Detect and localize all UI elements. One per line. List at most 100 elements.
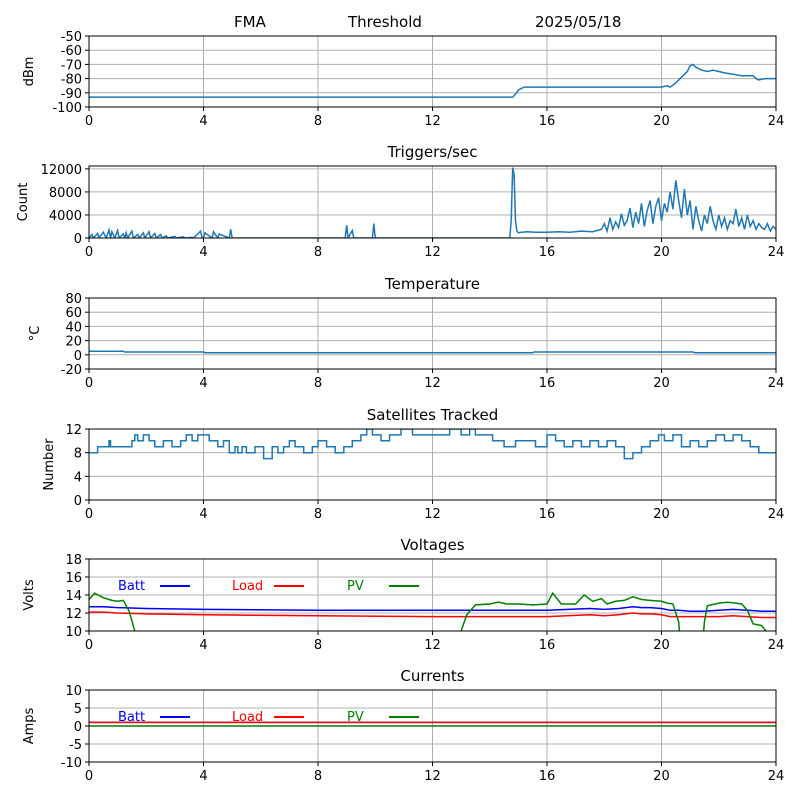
y-tick-label: 0 [74,349,82,364]
x-tick-label: 4 [199,769,207,784]
y-tick-label: 0 [74,232,82,247]
y-tick-label: 5 [74,702,82,717]
chart-panel-3: 0 4 8 12 16 20 24 0 4 8 12 Satellites Tracked Number [42,406,784,522]
y-tick-label: -50 [61,30,82,45]
x-tick-label: 24 [768,114,785,129]
y-tick-label: 8000 [49,186,82,201]
series-line-0 [89,63,776,98]
chart-panel-5: 0 4 8 12 16 20 24 -10 -5 0 5 10 Currents Amps Batt Load… [22,667,784,784]
x-tick-label: 8 [314,507,322,522]
x-tick-label: 0 [85,769,93,784]
y-tick-label: 16 [65,571,82,586]
y-tick-label: 4000 [49,209,82,224]
panel-title: Satellites Tracked [367,406,498,424]
x-tick-label: 24 [768,638,785,653]
x-tick-label: 4 [199,245,207,260]
x-tick-label: 16 [539,114,556,129]
x-tick-label: 16 [539,507,556,522]
panel-title: Voltages [400,536,464,554]
y-tick-label: -10 [61,756,82,771]
x-tick-label: 20 [653,376,670,391]
x-tick-label: 12 [424,114,441,129]
x-tick-label: 0 [85,376,93,391]
y-tick-label: 18 [65,553,82,568]
legend-label: Load [232,710,263,725]
x-tick-label: 0 [85,638,93,653]
x-tick-label: 16 [539,769,556,784]
x-tick-label: 16 [539,376,556,391]
x-tick-label: 12 [424,507,441,522]
x-tick-label: 8 [314,638,322,653]
y-tick-label: -60 [61,44,82,59]
x-tick-label: 8 [314,376,322,391]
y-tick-label: 20 [65,335,82,350]
y-tick-label: 12 [65,423,82,438]
y-tick-label: -90 [61,87,82,102]
x-tick-label: 20 [653,769,670,784]
x-tick-label: 4 [199,376,207,391]
x-tick-label: 0 [85,245,93,260]
x-tick-label: 8 [314,114,322,129]
x-tick-label: 0 [85,507,93,522]
legend-label: Batt [118,710,145,725]
y-axis-label: Count [16,183,31,222]
y-tick-label: 10 [65,625,82,640]
y-tick-label: -5 [69,738,82,753]
chart-panel-0: 0 4 8 12 16 20 24 -100-90-80-70-60-50 dBm [22,30,784,129]
x-tick-label: 4 [199,507,207,522]
series-line-batt [89,605,776,612]
y-tick-label: -20 [61,363,82,378]
y-tick-label: 10 [65,684,82,699]
y-tick-label: 4 [74,470,82,485]
x-tick-label: 4 [199,114,207,129]
series-line-pv [89,591,767,631]
panel-title: Temperature [384,275,480,293]
x-tick-label: 12 [424,769,441,784]
x-tick-label: 20 [653,245,670,260]
header-station: FMA [234,13,267,31]
x-tick-label: 4 [199,638,207,653]
y-axis-label: Amps [22,707,37,744]
series-line-load [89,611,776,619]
y-axis-label: Volts [22,579,37,611]
x-tick-label: 12 [424,376,441,391]
legend-label: Load [232,579,263,594]
y-tick-label: 8 [74,447,82,462]
panel-title: Currents [400,667,464,685]
x-tick-label: 24 [768,507,785,522]
x-tick-label: 20 [653,507,670,522]
y-axis-label: dBm [22,57,37,87]
series-line-0 [89,167,776,238]
x-tick-label: 8 [314,769,322,784]
x-tick-label: 12 [424,245,441,260]
x-tick-label: 12 [424,638,441,653]
x-tick-label: 20 [653,638,670,653]
x-tick-label: 8 [314,245,322,260]
y-tick-label: -70 [61,58,82,73]
x-tick-label: 16 [539,245,556,260]
series-line-0 [89,429,776,460]
x-tick-label: 0 [85,114,93,129]
legend-label: Batt [118,579,145,594]
x-tick-label: 24 [768,245,785,260]
series-line-0 [89,350,776,354]
y-tick-label: 12 [65,607,82,622]
x-tick-label: 24 [768,376,785,391]
y-tick-label: -100 [52,101,82,116]
x-tick-label: 16 [539,638,556,653]
legend-label: PV [347,710,364,725]
x-tick-label: 24 [768,769,785,784]
x-tick-label: 20 [653,114,670,129]
y-tick-label: -80 [61,73,82,88]
y-tick-label: 12000 [41,163,82,178]
chart-panel-4: 0 4 8 12 16 20 24 10 12 14 16 18 Voltages Volts Batt Lo… [22,536,785,653]
y-tick-label: 14 [65,589,82,604]
header-date: 2025/05/18 [535,13,621,31]
y-axis-label: °C [28,326,43,342]
y-tick-label: 60 [65,306,82,321]
chart-panel-1: 0 4 8 12 16 20 24 0 4000 8000 12000 Triggers/sec Cou… [16,143,784,260]
legend-label: PV [347,579,364,594]
y-tick-label: 0 [74,494,82,509]
